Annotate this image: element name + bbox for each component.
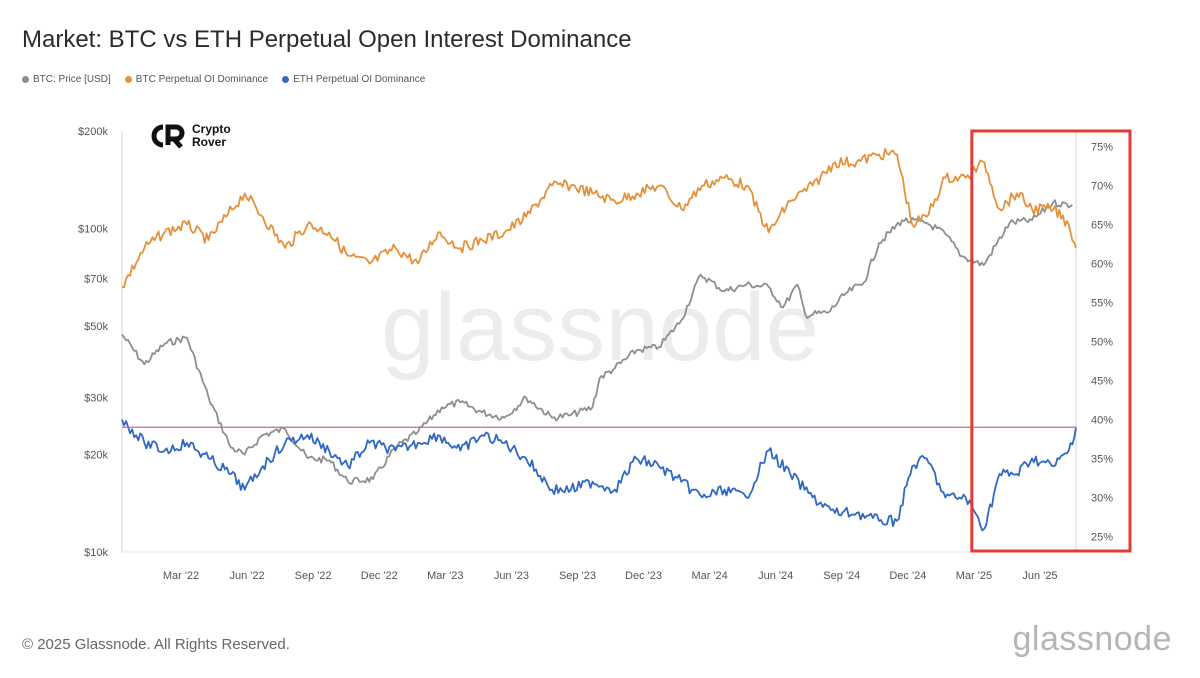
crypto-rover-line1: Crypto xyxy=(192,122,231,136)
right-tick-label: 45% xyxy=(1091,375,1113,387)
left-tick-label: $20k xyxy=(84,450,108,462)
x-tick-label: Dec '23 xyxy=(625,570,662,582)
chart-title: Market: BTC vs ETH Perpetual Open Intere… xyxy=(22,26,632,53)
btc-dominance-line xyxy=(121,148,1077,289)
legend-marker-eth-dominance xyxy=(282,76,290,83)
right-tick-label: 55% xyxy=(1091,298,1113,310)
legend-item-btc-dominance[interactable]: BTC Perpetual OI Dominance xyxy=(124,74,269,85)
legend-item-btc-price[interactable]: BTC: Price [USD] xyxy=(22,74,111,85)
right-tick-label: 65% xyxy=(1091,220,1113,232)
left-tick-label: $50k xyxy=(84,321,108,333)
x-tick-label: Jun '23 xyxy=(494,570,529,582)
x-tick-label: Jun '22 xyxy=(230,570,265,582)
crypto-rover-icon xyxy=(151,124,185,149)
x-tick-label: Dec '24 xyxy=(889,570,926,582)
left-tick-label: $30k xyxy=(84,393,108,405)
x-tick-label: Dec '22 xyxy=(361,570,398,582)
right-tick-label: 40% xyxy=(1091,414,1113,426)
watermark-text: glassnode xyxy=(381,274,819,381)
x-tick-label: Mar '25 xyxy=(956,570,992,582)
legend-label-btc-price: BTC: Price [USD] xyxy=(33,74,111,85)
left-tick-label: $10k xyxy=(84,547,108,559)
legend-marker-btc-dominance xyxy=(124,76,132,83)
left-tick-label: $70k xyxy=(84,274,108,286)
crypto-rover-logo: Crypto Rover xyxy=(146,122,231,150)
axes-layer: $10k $20k $30k $50k $70k $100k $200k 25% 30% 35% 4… xyxy=(78,126,1132,582)
footer-brand-logo: glassnode xyxy=(1012,620,1172,658)
right-tick-label: 70% xyxy=(1091,181,1113,193)
highlight-box xyxy=(970,129,1132,553)
x-tick-label: Sep '23 xyxy=(559,570,596,582)
x-tick-label: Mar '22 xyxy=(163,570,199,582)
x-tick-label: Jun '24 xyxy=(758,570,793,582)
right-tick-label: 75% xyxy=(1091,142,1113,154)
left-tick-label: $200k xyxy=(78,126,108,138)
legend-label-btc-dominance: BTC Perpetual OI Dominance xyxy=(135,74,269,85)
x-tick-label: Sep '24 xyxy=(823,570,860,582)
left-tick-label: $100k xyxy=(78,223,108,235)
legend-item-eth-dominance[interactable]: ETH Perpetual OI Dominance xyxy=(282,74,425,85)
x-tick-label: Mar '23 xyxy=(427,570,463,582)
legend-marker-btc-price xyxy=(22,76,29,83)
crypto-rover-line2: Rover xyxy=(192,135,227,149)
right-tick-label: 25% xyxy=(1091,531,1113,543)
x-tick-label: Sep '22 xyxy=(295,570,332,582)
x-tick-label: Jun '25 xyxy=(1022,570,1057,582)
chart-legend: BTC: Price [USD] BTC Perpetual OI Domina… xyxy=(22,74,425,85)
right-tick-label: 50% xyxy=(1091,337,1113,349)
chart-frame xyxy=(121,131,1077,553)
right-tick-label: 30% xyxy=(1091,492,1113,504)
footer-copyright: © 2025 Glassnode. All Rights Reserved. xyxy=(22,636,290,653)
x-tick-label: Mar '24 xyxy=(691,570,727,582)
right-tick-label: 35% xyxy=(1091,453,1113,465)
eth-dominance-line xyxy=(121,419,1077,532)
right-tick-label: 60% xyxy=(1091,259,1113,271)
legend-label-eth-dominance: ETH Perpetual OI Dominance xyxy=(293,74,426,85)
